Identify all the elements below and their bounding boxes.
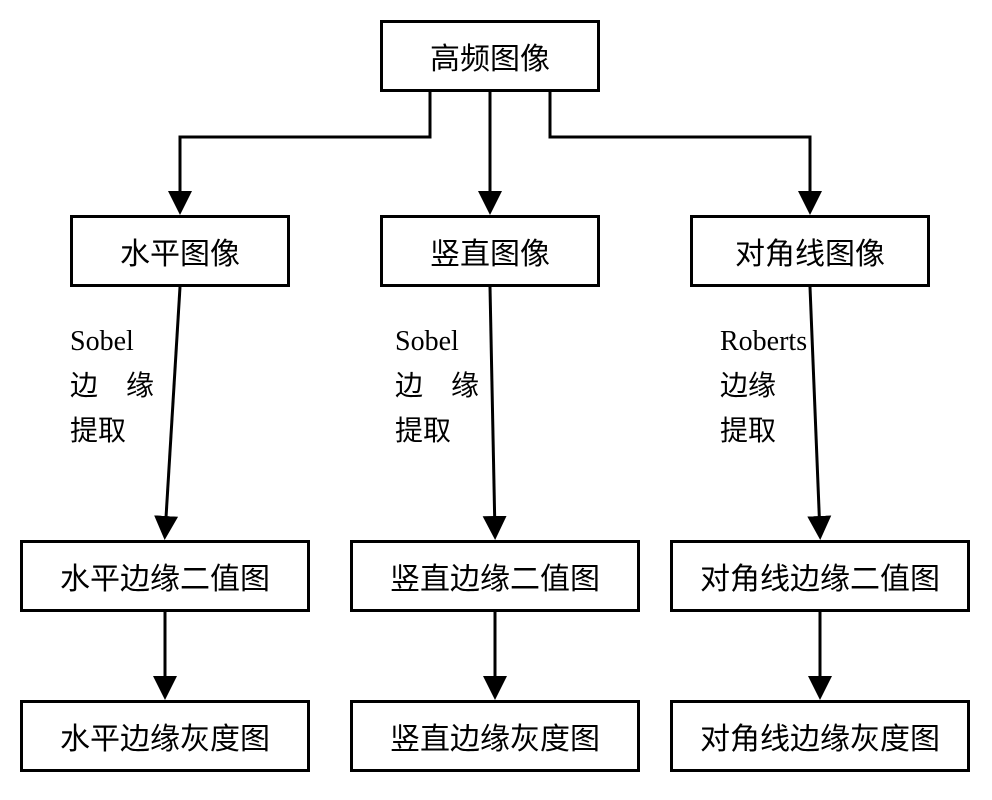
node-horizontal-image: 水平图像 bbox=[70, 215, 290, 287]
node-horizontal-binary-label: 水平边缘二值图 bbox=[60, 554, 270, 598]
node-root: 高频图像 bbox=[380, 20, 600, 92]
edge-label-line: 边缘 bbox=[720, 365, 807, 410]
edge-label-line: Roberts bbox=[720, 320, 807, 365]
node-root-label: 高频图像 bbox=[430, 34, 550, 78]
node-horizontal-gray-label: 水平边缘灰度图 bbox=[60, 714, 270, 758]
node-vertical-image: 竖直图像 bbox=[380, 215, 600, 287]
edge-label-line: 提取 bbox=[395, 410, 479, 455]
node-horizontal-binary: 水平边缘二值图 bbox=[20, 540, 310, 612]
edge-label-sobel-mid: Sobel 边 缘 提取 bbox=[395, 320, 479, 454]
node-diagonal-binary: 对角线边缘二值图 bbox=[670, 540, 970, 612]
node-diagonal-gray-label: 对角线边缘灰度图 bbox=[700, 714, 940, 758]
edge-label-line: 提取 bbox=[720, 410, 807, 455]
edge-label-roberts-right: Roberts 边缘 提取 bbox=[720, 320, 807, 454]
edge-label-sobel-left: Sobel 边 缘 提取 bbox=[70, 320, 154, 454]
node-vertical-gray-label: 竖直边缘灰度图 bbox=[390, 714, 600, 758]
node-horizontal-gray: 水平边缘灰度图 bbox=[20, 700, 310, 772]
node-diagonal-image-label: 对角线图像 bbox=[735, 229, 885, 273]
edge-label-line: 边 缘 bbox=[395, 365, 479, 410]
edge-label-line: Sobel bbox=[70, 320, 154, 365]
edge-label-line: 提取 bbox=[70, 410, 154, 455]
edge-label-line: 边 缘 bbox=[70, 365, 154, 410]
node-diagonal-gray: 对角线边缘灰度图 bbox=[670, 700, 970, 772]
node-diagonal-binary-label: 对角线边缘二值图 bbox=[700, 554, 940, 598]
edge-label-line: Sobel bbox=[395, 320, 479, 365]
node-vertical-gray: 竖直边缘灰度图 bbox=[350, 700, 640, 772]
node-vertical-image-label: 竖直图像 bbox=[430, 229, 550, 273]
node-horizontal-image-label: 水平图像 bbox=[120, 229, 240, 273]
node-vertical-binary: 竖直边缘二值图 bbox=[350, 540, 640, 612]
node-diagonal-image: 对角线图像 bbox=[690, 215, 930, 287]
node-vertical-binary-label: 竖直边缘二值图 bbox=[390, 554, 600, 598]
